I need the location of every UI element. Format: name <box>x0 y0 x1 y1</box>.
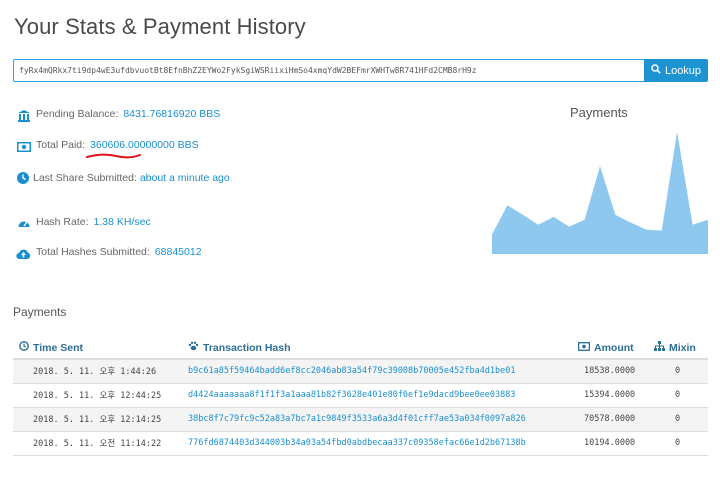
gauge-icon <box>16 216 31 231</box>
row-amount: 15394.0000 <box>576 383 654 408</box>
chart-title: Payments <box>570 105 628 120</box>
row-amount: 10194.0000 <box>576 431 654 456</box>
payments-table: Time Sent Transaction Hash Amount Mixin <box>13 337 708 456</box>
pending-balance-stat: Pending Balance: 8431.76816920 BBS <box>16 108 220 123</box>
lookup-button-label: Lookup <box>664 64 702 77</box>
row-transaction-hash-link[interactable]: d4424aaaaaaa8f1f1f3a1aaa81b82f3628e401e8… <box>188 383 576 408</box>
column-amount-label: Amount <box>594 341 634 354</box>
red-underline-annotation <box>86 153 141 159</box>
table-row: 2018. 5. 11. 오후 12:44:25 d4424aaaaaaa8f1… <box>13 383 708 408</box>
table-row: 2018. 5. 11. 오후 12:14:25 38bc8f7c79fc9c5… <box>13 407 708 432</box>
money-icon <box>16 139 31 154</box>
row-time: 2018. 5. 11. 오후 12:14:25 <box>13 407 188 432</box>
row-time: 2018. 5. 11. 오후 1:44:26 <box>13 359 188 384</box>
row-transaction-hash-link[interactable]: 776fd6874403d344003b34a03a54fbd0abdbecaa… <box>188 431 576 456</box>
table-row: 2018. 5. 11. 오전 11:14:22 776fd6874403d34… <box>13 431 708 456</box>
column-time-sent[interactable]: Time Sent <box>13 337 188 360</box>
row-mixin: 0 <box>654 383 708 408</box>
total-paid-value: 360606.00000000 BBS <box>90 139 199 151</box>
bank-icon <box>16 108 31 123</box>
row-transaction-hash-link[interactable]: b9c61a85f59464badd6ef8cc2046ab83a54f79c3… <box>188 359 576 384</box>
row-amount: 70578.0000 <box>576 407 654 432</box>
last-share-stat: Last Share Submitted: about a minute ago <box>16 170 236 186</box>
row-mixin: 0 <box>654 359 708 384</box>
table-row: 2018. 5. 11. 오후 1:44:26 b9c61a85f59464ba… <box>13 359 708 384</box>
column-amount[interactable]: Amount <box>576 337 654 360</box>
payments-section-title: Payments <box>13 305 67 319</box>
paw-icon <box>188 341 199 354</box>
pending-balance-label: Pending Balance: <box>36 108 119 120</box>
total-paid-label: Total Paid: <box>36 139 86 151</box>
search-icon <box>651 64 661 77</box>
total-hashes-stat: Total Hashes Submitted: 68845012 <box>16 246 202 261</box>
row-mixin: 0 <box>654 431 708 456</box>
payments-area-series <box>492 131 708 254</box>
row-time: 2018. 5. 11. 오후 12:44:25 <box>13 383 188 408</box>
column-transaction-hash-label: Transaction Hash <box>203 341 291 354</box>
hash-rate-stat: Hash Rate: 1.38 KH/sec <box>16 216 151 231</box>
address-input[interactable] <box>13 59 644 82</box>
clock-icon <box>19 341 29 354</box>
column-transaction-hash[interactable]: Transaction Hash <box>188 337 576 360</box>
last-share-label: Last Share Submitted: <box>33 172 137 184</box>
row-mixin: 0 <box>654 407 708 432</box>
hash-rate-value: 1.38 KH/sec <box>93 216 151 228</box>
row-transaction-hash-link[interactable]: 38bc8f7c79fc9c52a83a7bc7a1c9849f3533a6a3… <box>188 407 576 432</box>
clock-icon <box>16 171 31 186</box>
row-time: 2018. 5. 11. 오전 11:14:22 <box>13 431 188 456</box>
total-paid-stat: Total Paid: 360606.00000000 BBS <box>16 139 199 154</box>
cloud-upload-icon <box>16 246 31 261</box>
payments-table-header: Time Sent Transaction Hash Amount Mixin <box>13 337 708 360</box>
lookup-button[interactable]: Lookup <box>644 59 708 82</box>
hash-rate-label: Hash Rate: <box>36 216 89 228</box>
total-hashes-value: 68845012 <box>154 246 202 258</box>
page-title: Your Stats & Payment History <box>14 14 306 39</box>
pending-balance-value: 8431.76816920 BBS <box>123 108 221 120</box>
total-hashes-label: Total Hashes Submitted: <box>36 246 150 258</box>
row-amount: 18538.0000 <box>576 359 654 384</box>
column-mixin-label: Mixin <box>669 341 696 354</box>
column-time-sent-label: Time Sent <box>33 341 83 354</box>
money-icon <box>578 341 590 354</box>
payments-chart <box>492 131 708 254</box>
last-share-value: about a minute ago <box>139 172 230 184</box>
lookup-bar: Lookup <box>13 59 708 82</box>
sitemap-icon <box>654 341 665 354</box>
column-mixin[interactable]: Mixin <box>654 337 708 360</box>
